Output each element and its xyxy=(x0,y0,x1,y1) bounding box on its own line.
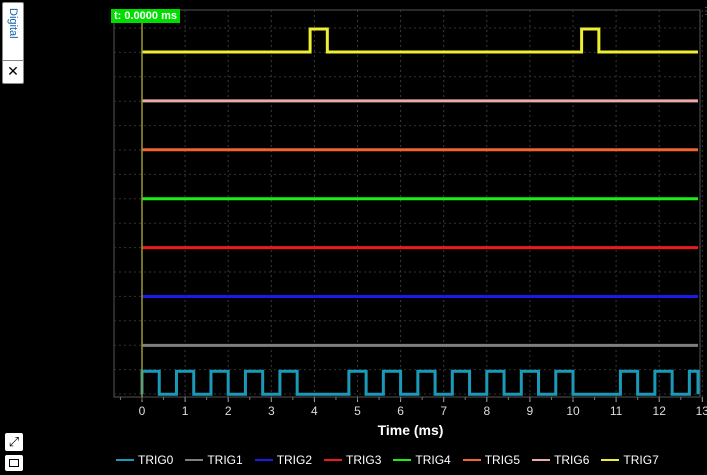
legend-item-trig5[interactable]: TRIG5 xyxy=(462,453,521,467)
x-tick-label: 10 xyxy=(566,404,580,418)
drag-handle-icon[interactable]: ⋮ xyxy=(701,6,707,17)
legend-label: TRIG2 xyxy=(276,453,313,467)
x-tick-label: 1 xyxy=(182,404,189,418)
legend-label: TRIG6 xyxy=(554,453,590,467)
x-axis-label: Time (ms) xyxy=(377,422,444,438)
legend-item-trig7[interactable]: TRIG7 xyxy=(601,453,659,467)
trace-trig7 xyxy=(142,27,698,54)
legend-swatch xyxy=(532,459,551,461)
legend-swatch xyxy=(324,459,343,461)
x-tick-label: 5 xyxy=(354,404,361,418)
legend-item-trig1[interactable]: TRIG1 xyxy=(185,453,243,467)
legend-swatch xyxy=(393,459,412,461)
restore-window-icon[interactable] xyxy=(5,455,23,471)
legend: TRIG0 TRIG1 TRIG2 TRIG3 TRIG4 TRIG5 TRIG6 TRIG7 xyxy=(116,452,659,468)
legend-swatch xyxy=(116,459,134,461)
x-tick-label: 2 xyxy=(225,404,232,418)
legend-swatch xyxy=(601,459,620,461)
plot-frame xyxy=(113,9,701,398)
x-tick-label: 8 xyxy=(483,404,490,418)
legend-item-trig2[interactable]: TRIG2 xyxy=(254,453,313,467)
close-icon[interactable]: ✕ xyxy=(3,60,23,81)
x-tick-label: 11 xyxy=(610,404,623,418)
legend-swatch xyxy=(254,459,273,461)
legend-label: TRIG7 xyxy=(623,453,659,467)
x-tick-label: 13 xyxy=(696,404,707,418)
x-ticks: 0 1 2 3 4 5 6 7 8 9 10 11 12 13 xyxy=(119,397,707,418)
legend-label: TRIG4 xyxy=(415,453,451,467)
legend-label: TRIG0 xyxy=(138,453,174,467)
legend-swatch xyxy=(185,459,204,461)
legend-item-trig4[interactable]: TRIG4 xyxy=(393,453,451,467)
traces xyxy=(140,27,700,396)
grid xyxy=(113,9,703,398)
x-tick-label: 7 xyxy=(440,404,447,418)
legend-label: TRIG1 xyxy=(207,453,243,467)
trace-trig0 xyxy=(140,369,700,396)
tab-label: Digital xyxy=(7,8,19,39)
cursor-time-badge[interactable]: t: 0.0000 ms xyxy=(111,9,180,23)
legend-label: TRIG5 xyxy=(484,453,521,467)
x-tick-label: 6 xyxy=(397,404,404,418)
legend-item-trig6[interactable]: TRIG6 xyxy=(532,453,589,467)
x-tick-label: 0 xyxy=(139,404,146,418)
legend-label: TRIG3 xyxy=(346,453,382,467)
legend-swatch xyxy=(462,459,481,461)
x-tick-label: 12 xyxy=(653,404,667,418)
legend-item-trig3[interactable]: TRIG3 xyxy=(324,453,381,467)
plot-area xyxy=(114,10,700,397)
x-tick-label: 3 xyxy=(268,404,275,418)
x-tick-label: 9 xyxy=(527,404,534,418)
expand-icon[interactable]: ⤢ xyxy=(5,433,23,451)
legend-item-trig0[interactable]: TRIG0 xyxy=(116,453,173,467)
digital-panel-tab[interactable]: Digital ✕ xyxy=(2,2,24,84)
x-tick-label: 4 xyxy=(311,404,318,418)
